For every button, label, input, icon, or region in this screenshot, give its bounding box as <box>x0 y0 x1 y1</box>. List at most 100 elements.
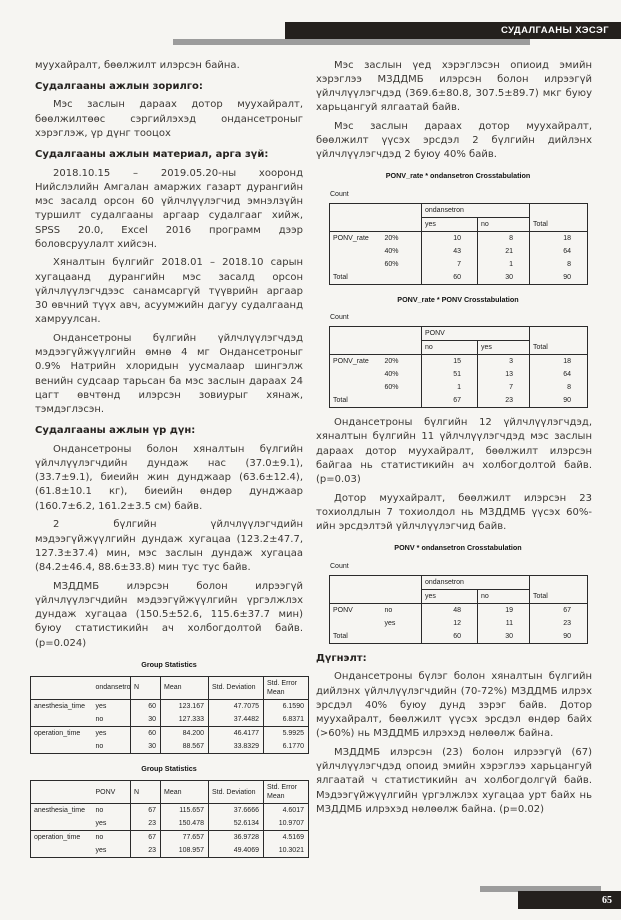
table-part: no 30 127.333 37.4482 6.8371 <box>31 712 309 727</box>
table-cell: 60 <box>130 699 161 713</box>
table-ponv-ondansetron-crosstab: PONV * ondansetron Crosstabulation Count o… <box>329 541 589 644</box>
table-part: 40% 43 21 64 <box>330 244 588 258</box>
table-ponvrate-ponv-crosstab: PONV_rate * PONV Crosstabulation Count PON… <box>329 293 588 409</box>
table-part: PONV no 48 19 67 <box>330 603 588 617</box>
table-cell: 64 <box>529 244 588 258</box>
header-bar: СУДАЛГААНЫ ХЭСЭГ <box>285 22 621 39</box>
paragraph-ponv-risk: Мэс заслын дараах дотор муухайралт, бөөл… <box>316 120 592 161</box>
table-cell: 123.167 <box>160 699 209 713</box>
table-cell: 18 <box>529 354 588 369</box>
table-cell: 67 <box>130 830 161 845</box>
heading-study-methods: Судалгааны ажлын материал, арга зүй: <box>35 149 269 161</box>
table-cell: 5.9925 <box>263 725 309 740</box>
table-part: yes no Total <box>329 589 588 604</box>
table-cell: Total <box>529 217 588 232</box>
table-ponvrate-ondansetron-crosstab: PONV_rate * ondansetron Crosstabulation C… <box>329 169 589 285</box>
table-cell: 46.4177 <box>208 725 264 740</box>
table-cell: no <box>384 606 393 614</box>
table-part: ondansetron yes no Total PONV_rate 20% 10 8 18 40… <box>329 202 589 285</box>
paragraph-conclusion-2: МЗДДМБ илэрсэн (23) болон илрээгүй (67) … <box>316 746 592 815</box>
table-cell: yes <box>421 589 478 604</box>
table-cell: Total <box>333 632 348 640</box>
table-part: yes no Total <box>329 217 588 232</box>
table-cell: 90 <box>529 270 588 285</box>
table-cell: no <box>95 715 104 723</box>
table-part: yes 12 11 23 <box>330 616 588 630</box>
table-cell: 4.5169 <box>263 830 309 845</box>
header-section-tag: СУДАЛГААНЫ ХЭСЭГ <box>500 25 609 36</box>
table-cell: 67 <box>130 803 161 818</box>
table-group-statistics-ponv: Group Statistics PONV N Mean Std. Deviation S… <box>30 762 309 859</box>
paragraph-results-3: МЗДДМБ илэрсэн болон илрээгүй үйлчлүүлэг… <box>35 580 303 649</box>
table-cell: 15 <box>421 354 478 369</box>
table-cell: 4.6017 <box>263 803 309 818</box>
table-cell: no <box>421 340 478 356</box>
table-cell: 6.1770 <box>263 739 309 754</box>
table-cell: 10 <box>421 231 478 245</box>
table-part: PONV_rate 20% 15 3 18 <box>330 354 588 369</box>
heading-study-results: Судалгааны ажлын үр дүн: <box>35 425 196 437</box>
paragraph-method-3: Ондансетроны бүлгийн үйлчлүүлэгчдэд мэдэ… <box>35 332 303 415</box>
table-cell: operation_time <box>30 725 93 740</box>
table-cell: 51 <box>421 368 478 382</box>
table-cell: 67 <box>529 603 588 617</box>
table-cell: yes <box>95 702 107 710</box>
table-cell: 8 <box>529 257 588 271</box>
table-cell: 40% <box>384 371 399 379</box>
table-cell: 90 <box>529 629 588 644</box>
table-cell: Std. Deviation <box>208 676 264 700</box>
table-cell: 127.333 <box>160 712 209 727</box>
table-cell <box>31 844 93 858</box>
table-part: ondansetron yes no Total PONV no 48 19 67 yes 12 11… <box>329 575 588 644</box>
table-cell: 1 <box>421 381 478 395</box>
table-cell: 6.8371 <box>263 712 309 727</box>
table-cell <box>330 327 422 341</box>
table-cell: 13 <box>477 368 530 382</box>
table-cell: yes <box>421 217 478 232</box>
table-cell: Total <box>529 589 588 604</box>
table-cell <box>330 368 382 381</box>
table-cell <box>330 258 382 271</box>
table-cell: 30 <box>130 712 161 727</box>
paragraph-conclusion-1: Ондансетроны бүлэг болон хяналтын бүлгий… <box>316 671 592 740</box>
table-cell: 84.200 <box>160 725 209 740</box>
table-cell: 43 <box>421 244 478 258</box>
table-cell: 60% <box>384 260 399 268</box>
table-cell <box>330 617 382 630</box>
table-part: yes 23 150.478 52.6134 10.9707 <box>31 817 309 831</box>
table-cell <box>330 203 422 217</box>
table-cell: 108.957 <box>160 844 209 858</box>
table-cell: yes <box>95 847 107 855</box>
paragraph-method-2: Хяналтын бүлгийг 2018.01 – 2018.10 сарын… <box>35 257 303 326</box>
table-part: PONV_rate * PONV Crosstabulation <box>397 294 519 304</box>
table-part: no yes Total <box>329 340 588 356</box>
table-cell: 36.9728 <box>208 830 264 845</box>
table-cell: 88.567 <box>160 739 209 754</box>
table-cell: no <box>476 589 530 604</box>
table-cell: N <box>130 676 161 700</box>
table-part: operation_time yes 60 84.200 46.4177 5.9925 <box>30 725 309 740</box>
table-part: Count <box>330 314 349 322</box>
table-cell: Std. Deviation <box>208 780 264 805</box>
table-cell: 37.6666 <box>208 803 264 818</box>
table-cell: 67 <box>421 394 478 408</box>
table-cell: 33.8329 <box>208 739 264 754</box>
table-cell: 12 <box>421 616 478 630</box>
table-cell: 7 <box>477 381 530 395</box>
table-part: PONV no yes Total PONV_rate 20% 15 3 18 40% 51 13 64… <box>329 326 588 408</box>
table-cell: 60 <box>130 725 161 740</box>
header-underline <box>173 39 530 45</box>
table-cell <box>30 780 93 805</box>
footer-bar: 65 <box>518 891 621 909</box>
paragraph-goal: Мэс заслын дараах дотор муухайралт, бөөл… <box>35 99 303 139</box>
table-cell: Std. Error Mean <box>263 676 309 700</box>
table-group-statistics-ondansetron: Group Statistics ondansetronNMeanStd. Dev… <box>30 658 309 754</box>
paragraph-results-2: 2 бүлгийн үйлчлүүлэгчдийн мэдээгүйжүүлги… <box>35 519 303 573</box>
table-cell: 11 <box>476 616 530 630</box>
table-cell: PONV <box>333 606 353 614</box>
table-cell <box>31 740 93 754</box>
table-part: PONV N Mean Std. Deviation Std. Error Mean an… <box>30 780 309 858</box>
table-cell: yes <box>384 619 396 627</box>
